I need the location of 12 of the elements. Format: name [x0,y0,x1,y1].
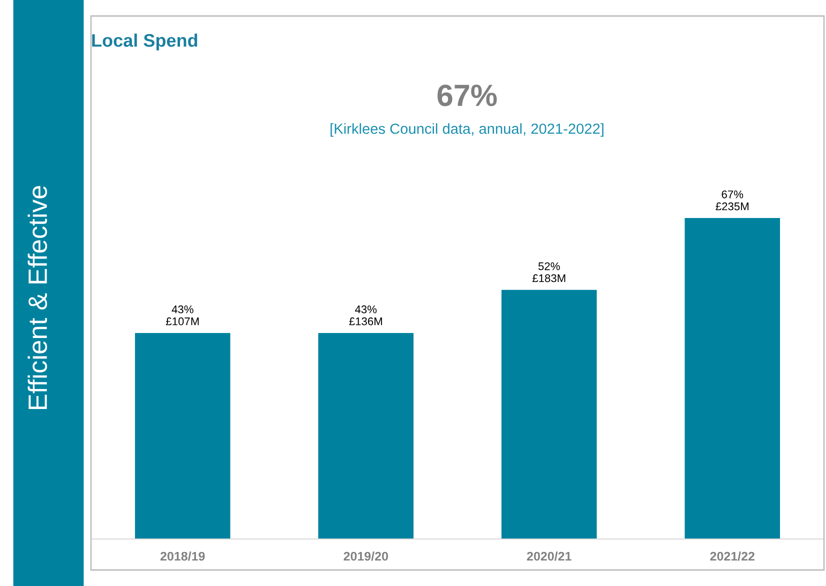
text: [Kirklees Council data, annual, 2021-2022] [330,123,604,137]
x-tick-label: 2021/22 [710,552,754,561]
data-label: 52% £183M [532,262,566,282]
text: Efficient & Effective [28,186,48,410]
data-label: 43% £107M [166,305,199,326]
x-tick-label: 2018/19 [160,552,205,561]
data-label: 67% £235M [716,190,748,210]
x-tick-label: 2020/21 [526,552,572,561]
data-label: 43% £136M [349,305,382,326]
chart-title: Local Spend [92,34,198,50]
chart-subtitle: 67% [438,84,497,106]
x-tick-label: 2019/20 [344,552,388,561]
